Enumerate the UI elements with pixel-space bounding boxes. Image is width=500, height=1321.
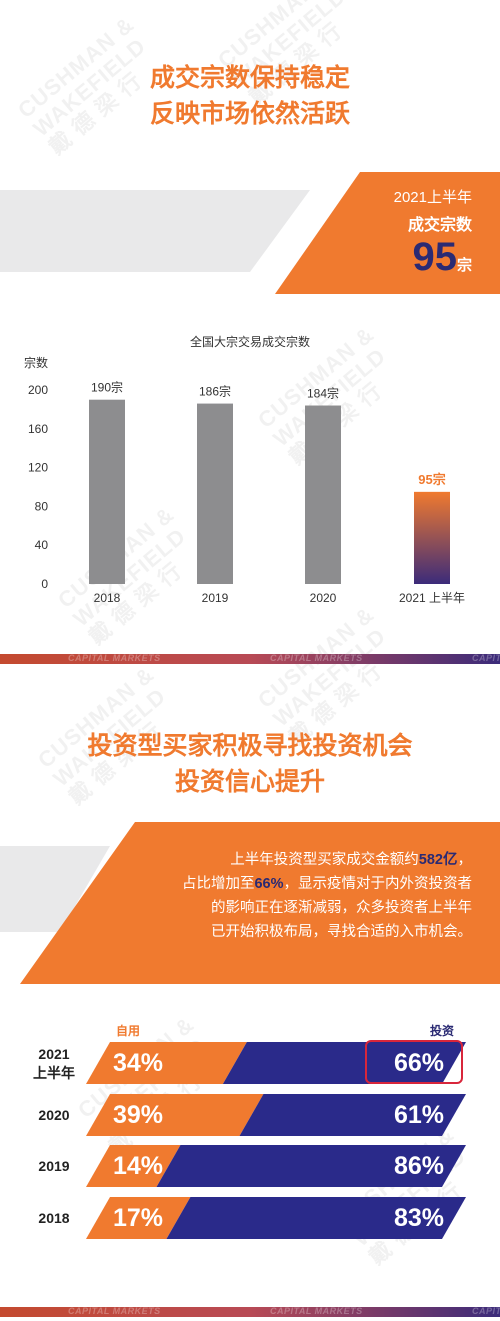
x-tick-label: 2019 [202, 591, 229, 605]
kpi-unit: 宗 [456, 257, 472, 274]
split-year-label: 2018 [38, 1210, 70, 1226]
summary-text: 上半年投资型买家成交金额约582亿， 占比增加至66%，显示疫情对于内外资投资者… [132, 848, 472, 944]
bar-data-label: 186宗 [199, 384, 231, 399]
strip-text: CAPITAL MARKETS [68, 654, 161, 663]
bar-data-label: 184宗 [307, 386, 339, 401]
section1-heading: 成交宗数保持稳定 反映市场依然活跃 [0, 60, 500, 132]
split-row: 39% 61% [86, 1094, 466, 1136]
strip-text: CAPITAL MARKETS [472, 654, 500, 663]
self-use-segment [86, 1042, 247, 1084]
split-row: 17% 83% [86, 1197, 466, 1239]
split-row: 14% 86% [86, 1145, 466, 1187]
y-tick-label: 40 [35, 538, 49, 552]
bar-data-label: 95宗 [418, 472, 445, 487]
bar [414, 491, 450, 584]
bar-data-label: 190宗 [91, 380, 123, 395]
split-year-label: 2019 [38, 1158, 70, 1174]
investment-segment [239, 1094, 466, 1136]
split-row-graphic [86, 1042, 466, 1084]
y-tick-label: 0 [41, 577, 48, 591]
highlight-box [365, 1040, 463, 1084]
section2-heading-line2: 投资信心提升 [174, 768, 325, 796]
x-tick-label: 2021 上半年 [399, 591, 465, 605]
section2-heading: 投资型买家积极寻找投资机会 投资信心提升 [0, 728, 500, 800]
investment-pct: 66% [393, 1049, 444, 1077]
kpi-value-row: 95宗 [360, 235, 472, 280]
text-band-orange [20, 822, 500, 984]
footer-strip: CAPITAL MARKETS CAPITAL MARKETS CAPITAL … [0, 654, 500, 664]
section1-heading-line2: 反映市场依然活跃 [149, 100, 350, 128]
self-use-pct: 34% [113, 1049, 164, 1077]
bar [89, 399, 125, 584]
y-tick-label: 160 [28, 422, 48, 436]
y-tick-label: 200 [28, 383, 48, 397]
investment-segment [222, 1042, 466, 1084]
strip-text: CAPITAL MARKETS [270, 654, 363, 663]
investment-segment [166, 1197, 466, 1239]
legend-self-use: 自用 [116, 1024, 141, 1038]
summary-line: 占比增加至66%，显示疫情对于内外资投资者 [181, 876, 472, 892]
kpi-value: 95 [412, 235, 457, 279]
investment-pct: 61% [393, 1101, 444, 1129]
section2-heading-line1: 投资型买家积极寻找投资机会 [87, 732, 413, 760]
bar-chart: 宗数 0 40 80 120 160 200 190宗 2018 186宗 2019 184宗 202… [24, 355, 465, 605]
strip-text: CAPITAL MARKETS [270, 1307, 363, 1316]
x-tick-label: 2020 [310, 591, 337, 605]
footer-strip: CAPITAL MARKETS CAPITAL MARKETS CAPITAL … [0, 1307, 500, 1317]
self-use-pct: 14% [113, 1152, 164, 1180]
self-use-segment [86, 1094, 264, 1136]
text-band [0, 822, 500, 984]
split-row-graphic [86, 1145, 466, 1187]
self-use-pct: 17% [113, 1204, 164, 1232]
investment-pct: 83% [393, 1204, 444, 1232]
y-tick-label: 80 [35, 499, 49, 513]
kpi-block: 2021上半年 成交宗数 95宗 [360, 172, 500, 294]
summary-line: 已开始积极布局，寻找合适的入市机会。 [211, 924, 472, 940]
split-row: 34% 66% [86, 1042, 466, 1084]
y-tick-label: 120 [28, 461, 48, 475]
x-tick-label: 2018 [94, 591, 121, 605]
legend-investment: 投资 [430, 1024, 455, 1038]
kpi-period: 2021上半年 [393, 189, 472, 206]
split-row-graphic [86, 1094, 466, 1136]
bar [305, 405, 341, 584]
bar [197, 403, 233, 584]
y-axis-label: 宗数 [24, 355, 48, 370]
section1-heading-line1: 成交宗数保持稳定 [149, 64, 350, 92]
self-use-pct: 39% [113, 1101, 164, 1129]
split-row-graphic [86, 1197, 466, 1239]
self-use-segment [86, 1145, 181, 1187]
hero-band-gray [0, 190, 310, 272]
summary-line: 上半年投资型买家成交金额约582亿， [230, 852, 472, 868]
strip-text: CAPITAL MARKETS [472, 1307, 500, 1316]
strip-text: CAPITAL MARKETS [68, 1307, 161, 1316]
chart-title: 全国大宗交易成交宗数 [189, 335, 310, 349]
kpi-label: 成交宗数 [407, 217, 472, 234]
summary-line: 的影响正在逐渐减弱，众多投资者上半年 [211, 900, 472, 916]
investment-pct: 86% [393, 1152, 444, 1180]
split-year-label: 2020 [38, 1107, 70, 1123]
self-use-segment [86, 1197, 191, 1239]
split-year-label: 2021 上半年 [33, 1046, 75, 1081]
text-band-gray [0, 846, 110, 932]
investment-segment [156, 1145, 466, 1187]
